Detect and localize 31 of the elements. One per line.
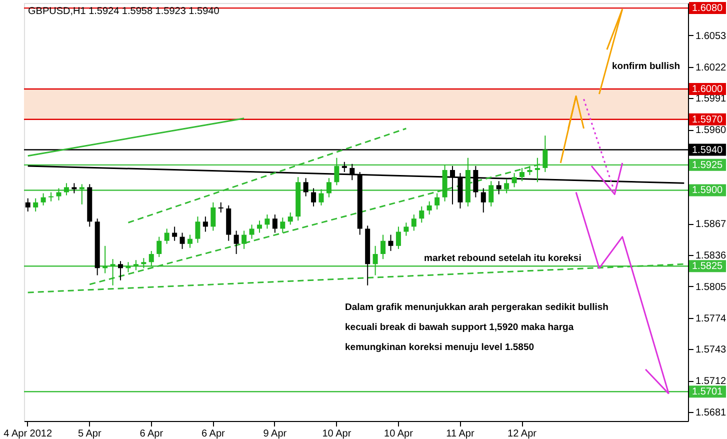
x-tick-label: 10 Apr [384,428,414,439]
x-tick-label: 11 Apr [446,428,475,439]
ref-line-label: 1.6000 [692,84,724,96]
y-tick-label: 1.5774 [696,313,727,324]
y-tick-label: 1.5805 [696,282,727,293]
annotation: Dalam grafik menunjukkan arah pergerakan sedikit bullish kecuali break di bawah support 1,5920 maka harga kemungkinan koreksi menuju level 1.5850 [345,302,609,353]
y-tick-label: 1.5960 [696,125,727,136]
ref-line-label: 1.5925 [692,160,724,171]
x-tick-label: 12 Apr [508,428,538,439]
annotation: market rebound setelah itu koreksi [424,253,582,264]
ref-line-label: 1.5970 [692,114,724,126]
ref-line-label: 1.5900 [692,185,724,196]
ref-line-label: 1.5940 [692,144,724,156]
y-tick-label: 1.6053 [696,30,727,42]
x-tick-label: 6 Apr [140,428,164,439]
x-tick-label: 6 Apr [201,428,226,439]
annotation: konfirm bullish [612,61,680,72]
y-tick-label: 1.5867 [696,219,727,230]
ref-line-label: 1.6080 [692,3,724,14]
x-tick-label: 9 Apr [263,428,288,439]
ref-line-label: 1.5701 [692,386,724,398]
x-tick-label: 4 Apr 2012 [4,428,52,439]
y-tick-label: 1.5681 [696,407,727,418]
chart-title: GBPUSD,H1 1.5924 1.5958 1.5923 1.5940 [28,6,220,17]
y-tick-label: 1.6022 [696,62,727,74]
y-tick-label: 1.5836 [696,250,727,262]
ref-line-label: 1.5825 [692,261,724,272]
y-tick-label: 1.5712 [696,376,727,388]
x-tick-label: 10 Apr [322,428,352,439]
y-tick-label: 1.5743 [696,344,727,356]
x-tick-label: 5 Apr [78,428,102,439]
